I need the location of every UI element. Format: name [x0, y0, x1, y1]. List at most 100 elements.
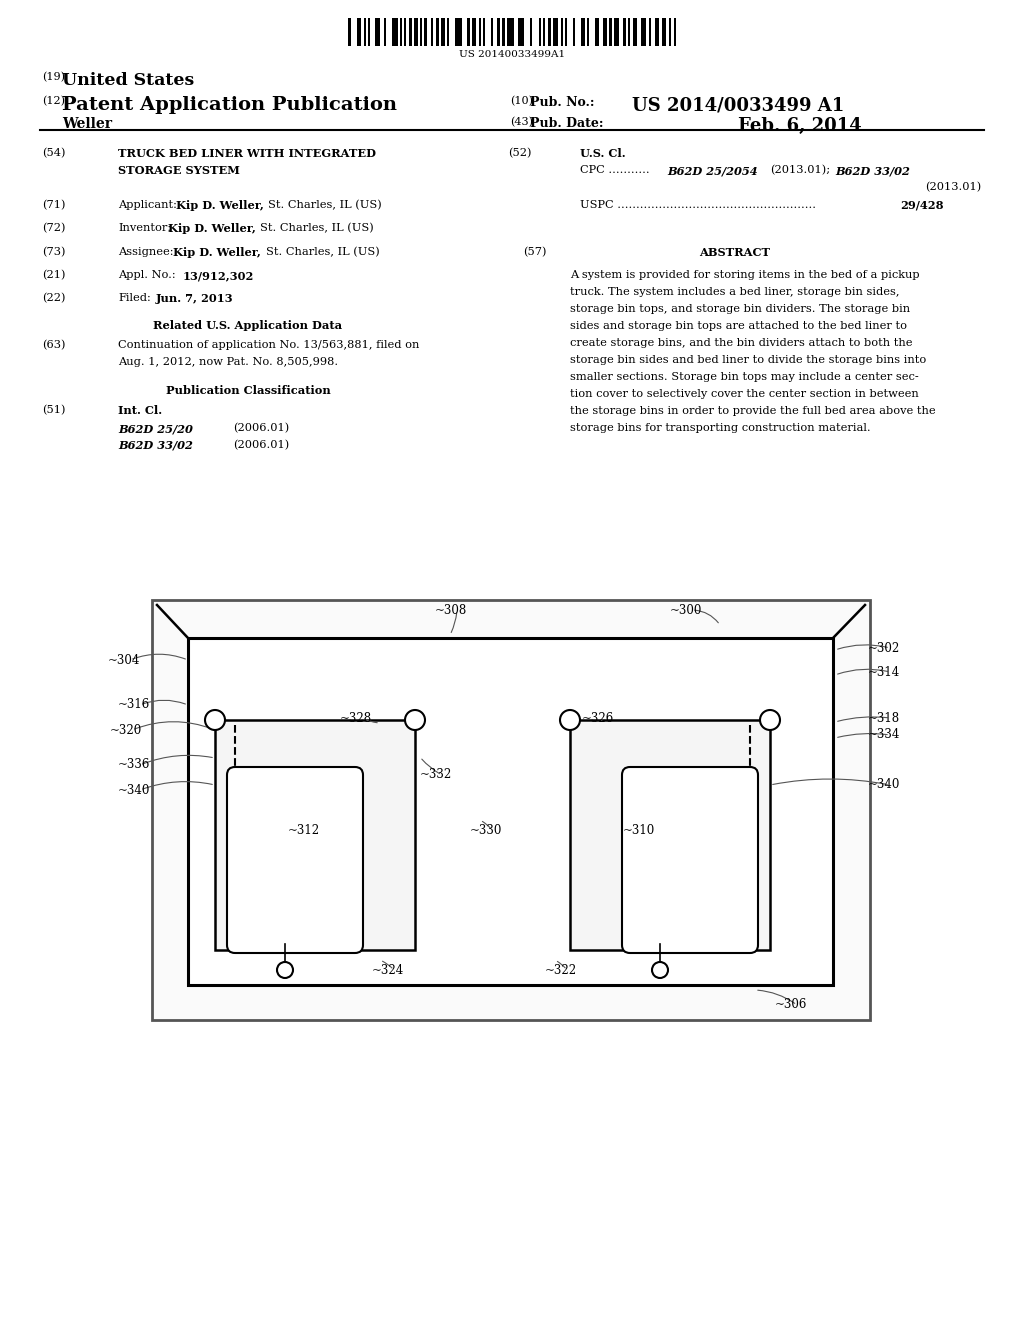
Text: ~332: ~332	[420, 768, 453, 781]
FancyBboxPatch shape	[227, 767, 362, 953]
Bar	[529, 18, 532, 46]
Circle shape	[760, 710, 780, 730]
Text: (57): (57)	[523, 247, 547, 257]
Text: (52): (52)	[508, 148, 531, 158]
Text: (73): (73)	[42, 247, 66, 257]
Bar	[376, 18, 380, 46]
Text: ~312: ~312	[288, 824, 321, 837]
Bar	[440, 18, 444, 46]
Bar	[570, 719, 770, 950]
Text: Pub. No.:: Pub. No.:	[530, 96, 595, 110]
Bar	[403, 18, 407, 46]
Bar	[649, 18, 651, 46]
Bar	[603, 18, 607, 46]
Bar	[540, 18, 541, 46]
Bar	[420, 18, 422, 46]
Bar	[188, 638, 833, 985]
Text: (72): (72)	[42, 223, 66, 234]
Text: (12): (12)	[42, 96, 65, 107]
Bar	[446, 18, 449, 46]
Bar	[384, 18, 386, 46]
Bar	[472, 18, 476, 46]
Bar	[490, 18, 493, 46]
Text: (2013.01);: (2013.01);	[770, 165, 830, 176]
Text: Weller: Weller	[62, 117, 112, 131]
Text: storage bins for transporting construction material.: storage bins for transporting constructi…	[570, 422, 870, 433]
Text: ~304: ~304	[108, 653, 140, 667]
Bar	[633, 18, 637, 46]
Circle shape	[560, 710, 580, 730]
Bar	[365, 18, 367, 46]
Text: Appl. No.:: Appl. No.:	[118, 271, 176, 280]
Text: Kip D. Weller,: Kip D. Weller,	[176, 201, 264, 211]
Text: ~328: ~328	[340, 711, 372, 725]
Text: ~324: ~324	[372, 964, 404, 977]
Bar	[548, 18, 551, 46]
Bar	[431, 18, 433, 46]
Text: ABSTRACT: ABSTRACT	[699, 247, 770, 257]
Bar	[543, 18, 545, 46]
Bar	[502, 18, 505, 46]
Bar	[409, 18, 412, 46]
Text: Int. Cl.: Int. Cl.	[118, 405, 162, 416]
Text: ~320: ~320	[110, 723, 142, 737]
Text: USPC .....................................................: USPC ...................................…	[580, 201, 816, 210]
Bar	[456, 18, 462, 46]
Text: ~310: ~310	[623, 824, 655, 837]
Bar	[553, 18, 558, 46]
Text: sides and storage bin tops are attached to the bed liner to: sides and storage bin tops are attached …	[570, 321, 907, 331]
Text: Pub. Date:: Pub. Date:	[530, 117, 603, 129]
FancyBboxPatch shape	[622, 767, 758, 953]
Text: US 20140033499A1: US 20140033499A1	[459, 50, 565, 59]
Bar	[392, 18, 397, 46]
Text: United States: United States	[62, 73, 195, 88]
Text: create storage bins, and the bin dividers attach to both the: create storage bins, and the bin divider…	[570, 338, 912, 348]
Bar	[595, 18, 599, 46]
Bar	[560, 18, 562, 46]
Text: Assignee:: Assignee:	[118, 247, 173, 257]
Circle shape	[652, 962, 668, 978]
Text: (19): (19)	[42, 73, 65, 82]
Text: ~306: ~306	[775, 998, 807, 1011]
Text: B62D 33/02: B62D 33/02	[835, 165, 910, 176]
Text: storage bin sides and bed liner to divide the storage bins into: storage bin sides and bed liner to divid…	[570, 355, 927, 366]
Bar	[399, 18, 401, 46]
Bar	[215, 719, 415, 950]
Text: Filed:: Filed:	[118, 293, 151, 304]
Bar	[436, 18, 438, 46]
Text: U.S. Cl.: U.S. Cl.	[580, 148, 626, 158]
Text: (71): (71)	[42, 201, 66, 210]
Text: storage bin tops, and storage bin dividers. The storage bin: storage bin tops, and storage bin divide…	[570, 304, 910, 314]
Text: 13/912,302: 13/912,302	[183, 271, 254, 281]
Bar	[641, 18, 646, 46]
Text: Inventor:: Inventor:	[118, 223, 171, 234]
Bar	[669, 18, 672, 46]
Text: Publication Classification: Publication Classification	[166, 385, 331, 396]
Bar	[483, 18, 485, 46]
Text: Patent Application Publication: Patent Application Publication	[62, 96, 397, 114]
Bar	[368, 18, 370, 46]
Text: ~340: ~340	[868, 779, 900, 792]
Text: ~318: ~318	[868, 711, 900, 725]
Text: Aug. 1, 2012, now Pat. No. 8,505,998.: Aug. 1, 2012, now Pat. No. 8,505,998.	[118, 356, 338, 367]
Text: B62D 33/02: B62D 33/02	[118, 440, 193, 451]
Text: ~300: ~300	[670, 603, 702, 616]
Text: Applicant:: Applicant:	[118, 201, 177, 210]
Text: B62D 25/20: B62D 25/20	[118, 422, 193, 434]
Text: ~330: ~330	[470, 824, 503, 837]
Text: US 2014/0033499 A1: US 2014/0033499 A1	[632, 96, 844, 114]
Text: Kip D. Weller,: Kip D. Weller,	[173, 247, 261, 257]
Bar	[572, 18, 574, 46]
Bar	[623, 18, 626, 46]
Text: ~334: ~334	[868, 729, 900, 742]
Text: St. Charles, IL (US): St. Charles, IL (US)	[268, 201, 382, 210]
Text: ~302: ~302	[868, 642, 900, 655]
Bar	[609, 18, 611, 46]
Text: (54): (54)	[42, 148, 66, 158]
Text: (22): (22)	[42, 293, 66, 304]
Bar	[479, 18, 481, 46]
Bar	[582, 18, 586, 46]
Text: Jun. 7, 2013: Jun. 7, 2013	[156, 293, 233, 304]
Bar	[357, 18, 361, 46]
Text: (2006.01): (2006.01)	[233, 440, 289, 450]
